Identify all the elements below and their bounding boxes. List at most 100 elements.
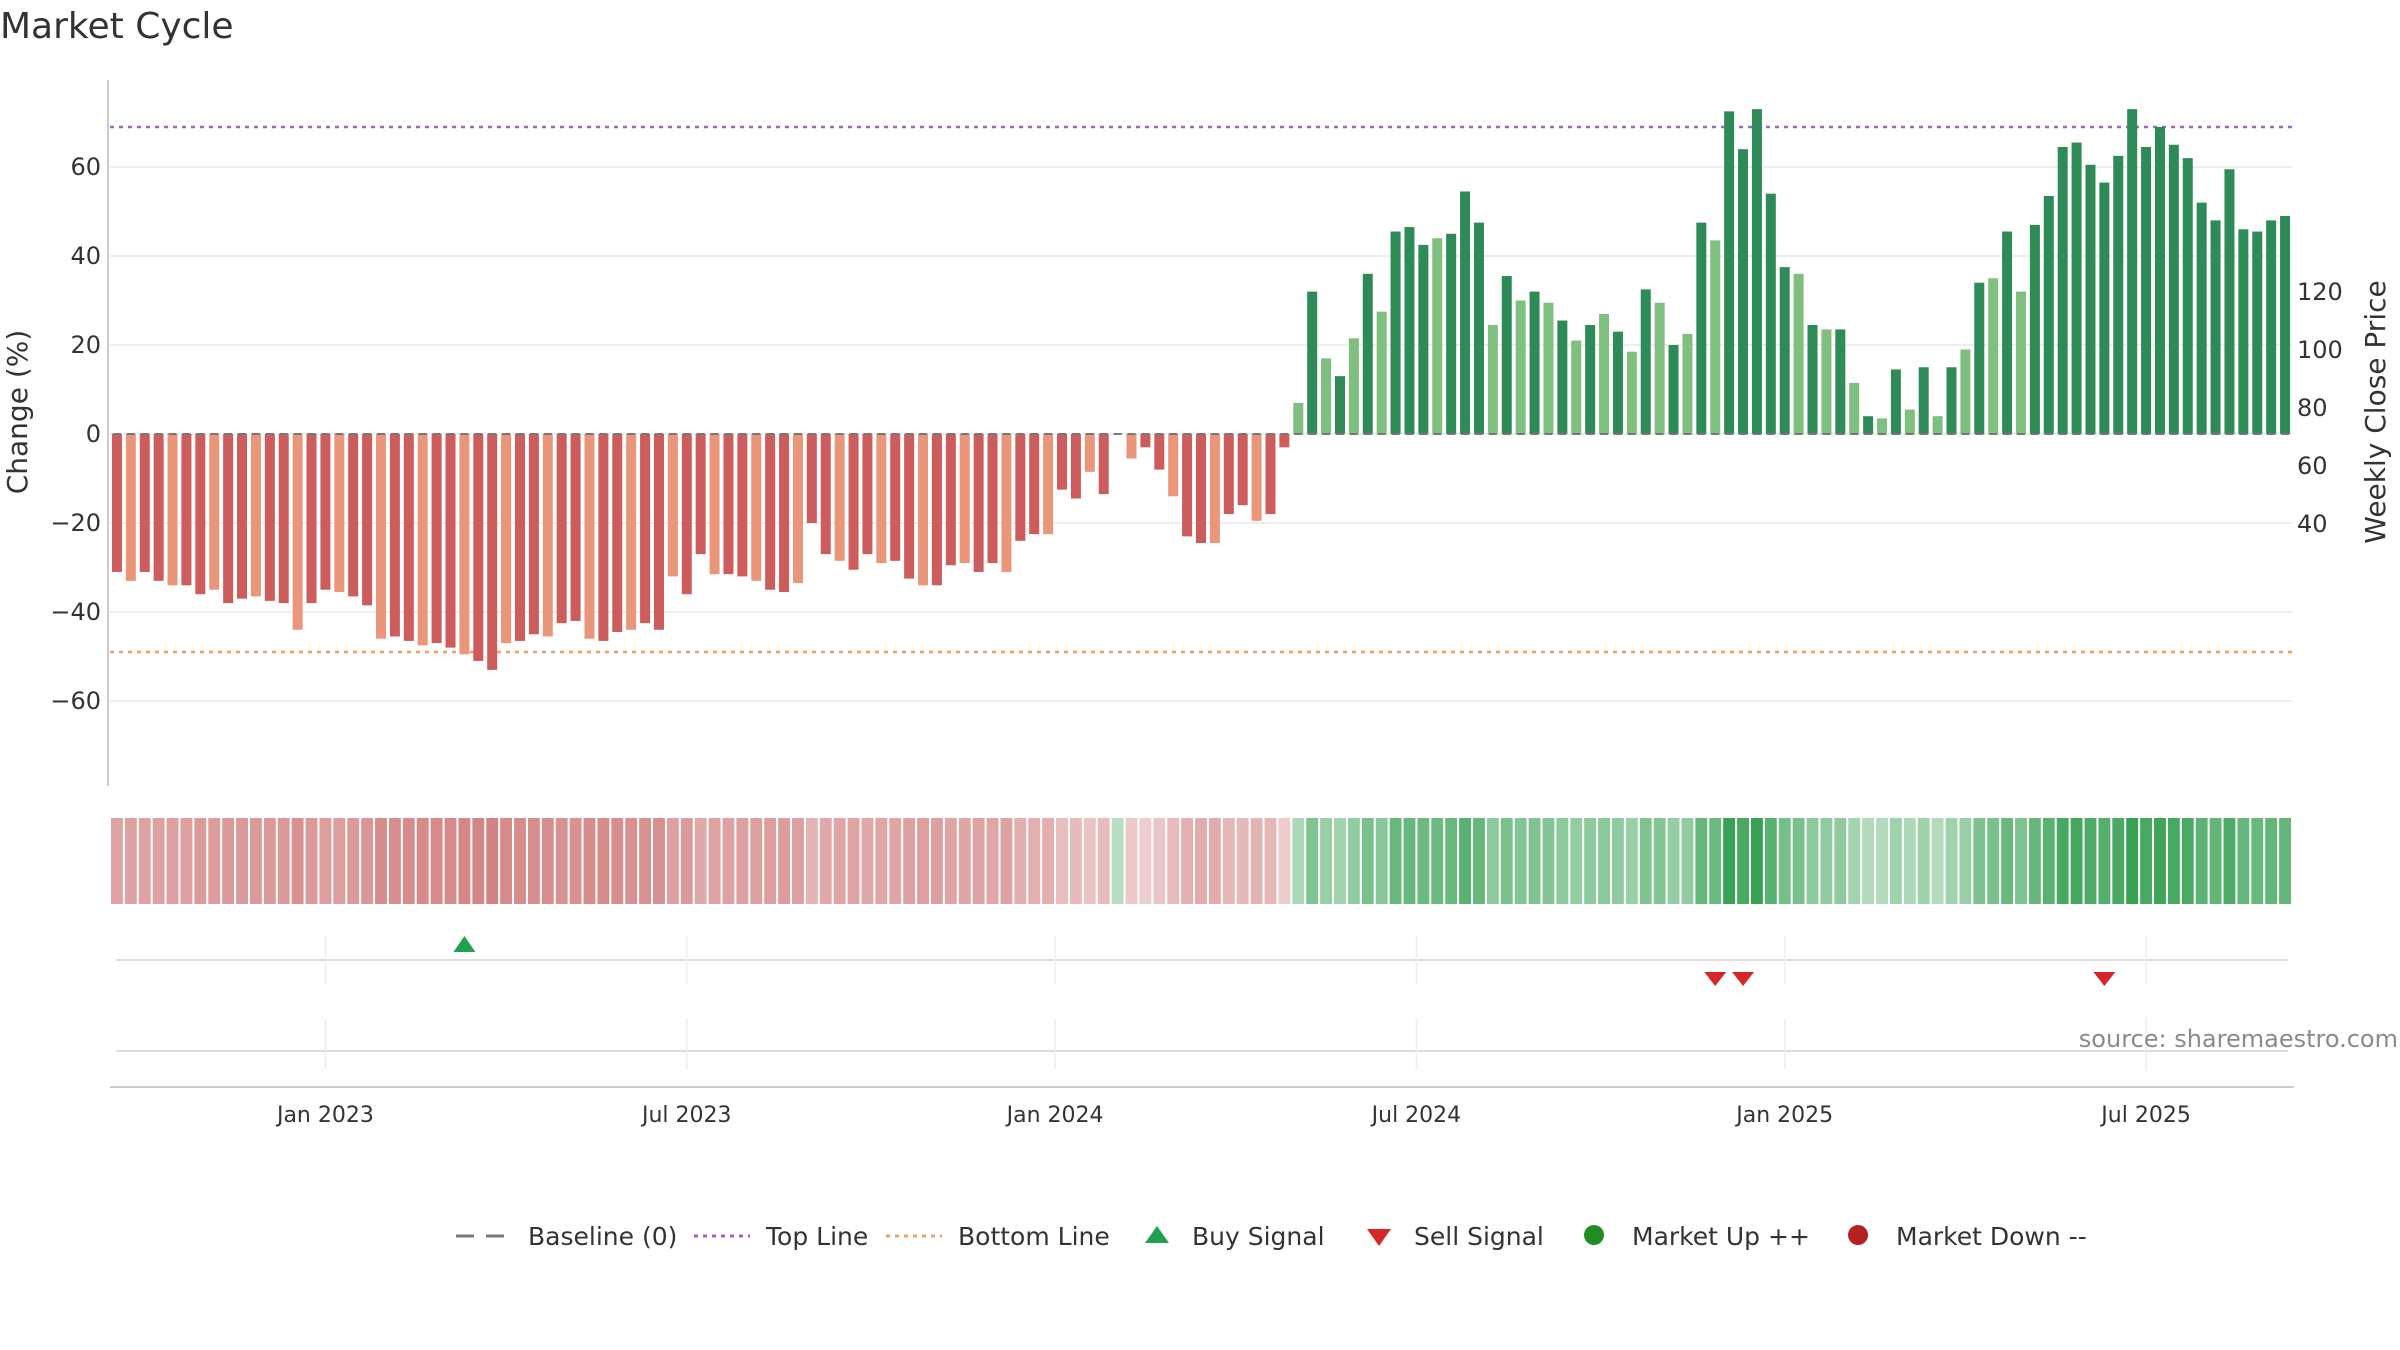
heat-cell	[1598, 818, 1610, 904]
bar	[1682, 333, 1693, 434]
bar	[1821, 329, 1832, 434]
bar	[1015, 434, 1026, 541]
bar	[1223, 434, 1234, 515]
bar	[612, 434, 623, 633]
heat-cell	[680, 818, 693, 904]
legend: Baseline (0) Top Line Bottom Line Buy Signa…	[456, 1222, 2087, 1251]
bar	[459, 434, 470, 655]
bar	[1362, 273, 1373, 434]
heat-cell	[1931, 818, 1944, 904]
bar	[1918, 367, 1929, 434]
legend-item: Bottom Line	[886, 1222, 1110, 1251]
heat-cell	[1917, 818, 1930, 904]
heat-cell	[1542, 818, 1555, 904]
heat-cell	[1750, 818, 1763, 904]
bar	[2141, 146, 2152, 434]
heat-cell	[1514, 818, 1527, 904]
heat-cell	[361, 818, 374, 904]
heat-cell	[569, 818, 582, 904]
bar	[139, 434, 150, 572]
bar	[1501, 276, 1512, 434]
heat-cell	[1431, 818, 1444, 904]
bar	[487, 434, 498, 670]
bar	[1946, 367, 1957, 434]
bars	[111, 109, 2291, 670]
heat-cell	[611, 818, 624, 904]
bar	[320, 434, 331, 590]
bar	[2085, 164, 2096, 434]
bar	[1070, 434, 1081, 499]
heat-cell	[1334, 818, 1346, 904]
heat-cell	[1014, 818, 1027, 904]
heat-cell	[1473, 818, 1485, 904]
heat-cell	[416, 818, 429, 904]
bar	[695, 434, 706, 555]
bar	[1279, 434, 1290, 448]
bar	[250, 434, 261, 597]
bar	[376, 434, 387, 639]
bar	[904, 434, 915, 579]
bar	[751, 434, 762, 581]
heat-cell	[1306, 818, 1319, 904]
x-tick-label: Jan 2024	[1005, 1103, 1104, 1128]
heat-cell	[1208, 818, 1221, 904]
heat-cell	[736, 818, 749, 904]
sell-signal-marker	[1704, 972, 1727, 986]
bar	[1043, 434, 1054, 535]
bar	[362, 434, 373, 606]
heat-cell	[527, 818, 540, 904]
bar	[765, 434, 776, 590]
bar	[653, 434, 664, 630]
bar	[1057, 434, 1068, 490]
chart-title: Market Cycle	[0, 6, 234, 47]
bar	[1029, 434, 1040, 535]
bar	[723, 434, 734, 575]
heat-cell	[889, 818, 902, 904]
bar	[445, 434, 456, 648]
legend-item: Top Line	[694, 1222, 868, 1251]
heat-cell	[2167, 818, 2180, 904]
bar	[1168, 434, 1179, 497]
bar	[389, 434, 400, 637]
bar	[1293, 402, 1304, 434]
heat-cell	[1097, 818, 1110, 904]
bar	[2280, 215, 2291, 434]
heat-cell	[1778, 818, 1791, 904]
bar	[334, 434, 345, 592]
heat-cell	[2265, 818, 2278, 904]
legend-label: Top Line	[765, 1222, 868, 1251]
bar	[1835, 329, 1846, 434]
bar	[1195, 434, 1207, 544]
heat-cell	[1570, 818, 1583, 904]
bar	[431, 434, 442, 644]
bar	[1668, 345, 1679, 434]
bar	[2168, 144, 2179, 434]
heat-cell	[152, 818, 165, 904]
bar	[820, 434, 831, 555]
y-axis-right-title: Weekly Close Price	[2359, 280, 2392, 543]
bar	[1779, 267, 1790, 434]
bar	[1765, 193, 1776, 434]
heat-cell	[764, 818, 777, 904]
heat-cell	[1764, 818, 1777, 904]
bar	[2015, 291, 2026, 434]
bar	[181, 434, 192, 586]
bar	[973, 434, 984, 572]
x-tick-label: Jul 2023	[640, 1103, 732, 1128]
heat-cell	[1737, 818, 1749, 904]
heat-cell	[1681, 818, 1694, 904]
heat-cell	[1486, 818, 1499, 904]
bar	[1696, 222, 1707, 434]
legend-swatch	[1145, 1226, 1169, 1243]
bar	[1140, 434, 1151, 448]
bar	[1154, 434, 1165, 470]
legend-label: Market Down --	[1896, 1222, 2087, 1251]
heat-cell	[263, 818, 276, 904]
bar	[1390, 231, 1401, 434]
bar	[1932, 416, 1943, 434]
sell-signal-marker	[2093, 972, 2116, 986]
heat-cell	[430, 818, 443, 904]
heat-cell	[124, 818, 137, 904]
heat-cell	[1445, 818, 1458, 904]
heat-cell	[1403, 818, 1416, 904]
